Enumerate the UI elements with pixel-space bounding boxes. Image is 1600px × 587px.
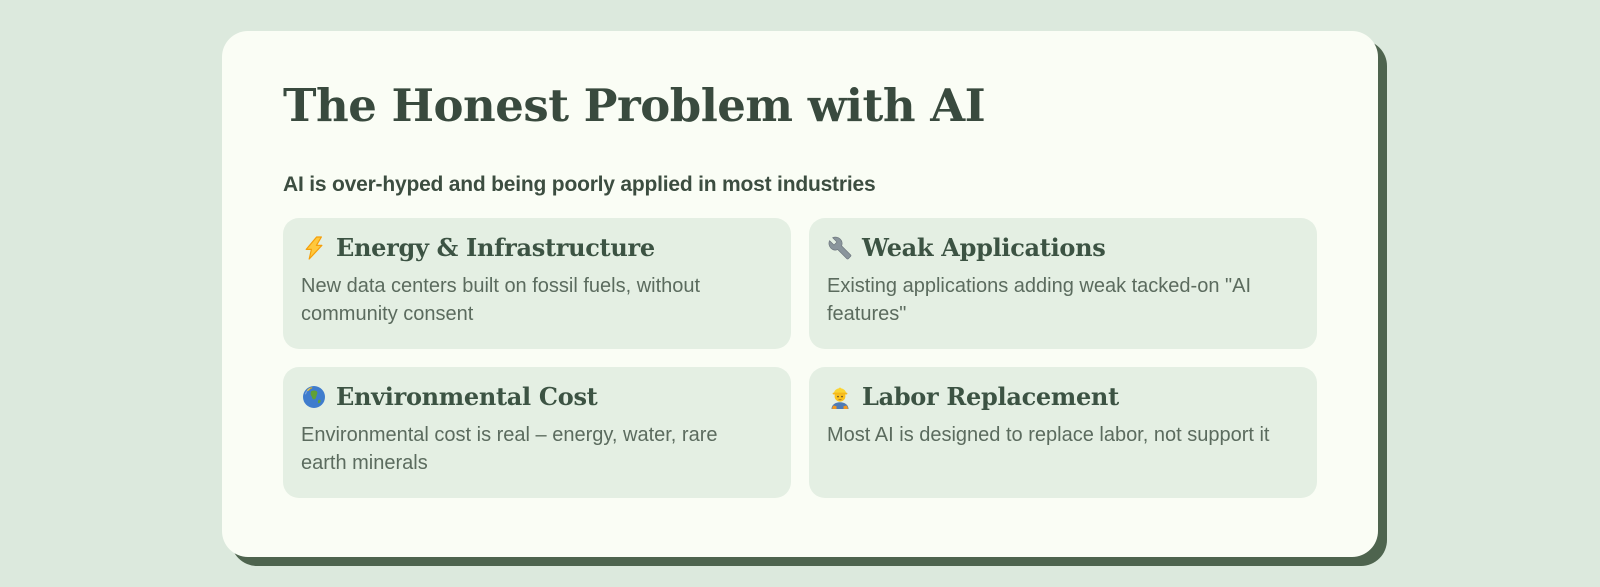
tile-title-text: Energy & Infrastructure <box>336 232 655 262</box>
tile-body-text: Existing applications adding weak tacked… <box>827 274 1252 325</box>
tile-body-text: Environmental cost is real – energy, wat… <box>301 423 718 474</box>
tile-body-text: New data centers built on fossil fuels, … <box>301 274 701 325</box>
tile-title-row: Energy & Infrastructure <box>301 233 773 263</box>
page-title: The Honest Problem with AI <box>283 79 986 132</box>
topics-grid: Energy & Infrastructure New data centers… <box>283 217 1317 498</box>
tile-title-text: Environmental Cost <box>336 381 598 411</box>
tile-body-text: Most AI is designed to replace labor, no… <box>827 423 1270 446</box>
wrench-icon <box>827 235 853 261</box>
lightning-icon <box>301 235 327 261</box>
tile-weak-applications: Weak Applications Existing applications … <box>809 217 1317 349</box>
main-panel: The Honest Problem with AI AI is over-hy… <box>222 31 1378 557</box>
page-subtitle: AI is over-hyped and being poorly applie… <box>283 172 876 196</box>
construction-worker-icon <box>827 384 853 410</box>
tile-labor-replacement: Labor Replacement Most AI is designed to… <box>809 366 1317 498</box>
tile-environmental-cost: Environmental Cost Environmental cost is… <box>283 366 791 498</box>
tile-energy-infrastructure: Energy & Infrastructure New data centers… <box>283 217 791 349</box>
tile-title-row: Environmental Cost <box>301 382 773 412</box>
globe-icon <box>301 384 327 410</box>
tile-title-row: Weak Applications <box>827 233 1299 263</box>
tile-title-text: Labor Replacement <box>862 381 1119 411</box>
tile-title-text: Weak Applications <box>862 232 1106 262</box>
tile-title-row: Labor Replacement <box>827 382 1299 412</box>
